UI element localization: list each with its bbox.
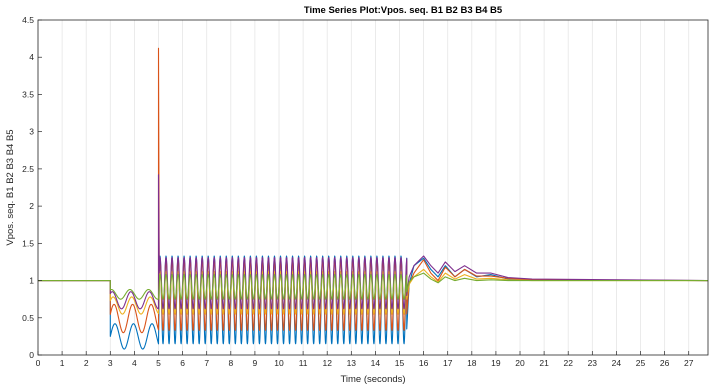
- x-tick-label: 27: [684, 358, 694, 368]
- y-tick-label: 4: [29, 52, 34, 62]
- x-tick-label: 19: [491, 358, 501, 368]
- x-tick-label: 6: [180, 358, 185, 368]
- x-tick-label: 0: [36, 358, 41, 368]
- x-tick-label: 14: [371, 358, 381, 368]
- x-tick-label: 10: [274, 358, 284, 368]
- x-tick-label: 26: [660, 358, 670, 368]
- x-tick-label: 13: [347, 358, 357, 368]
- x-tick-label: 24: [612, 358, 622, 368]
- y-tick-label: 0.5: [22, 313, 34, 323]
- chart-title: Time Series Plot:Vpos. seq. B1 B2 B3 B4 …: [304, 5, 503, 16]
- x-tick-label: 8: [228, 358, 233, 368]
- x-tick-label: 15: [395, 358, 405, 368]
- y-axis-ticks: 0 0.5 1 1.5 2 2.5 3 3.5 4 4.5: [22, 15, 42, 360]
- x-tick-label: 2: [84, 358, 89, 368]
- series-line: [38, 272, 708, 300]
- y-tick-label: 3: [29, 127, 34, 137]
- x-tick-label: 3: [108, 358, 113, 368]
- plot-frame: [37, 19, 709, 356]
- x-tick-label: 11: [299, 358, 308, 368]
- x-tick-label: 20: [515, 358, 525, 368]
- x-tick-label: 25: [636, 358, 646, 368]
- x-tick-label: 17: [443, 358, 453, 368]
- y-tick-label: 2.5: [22, 164, 34, 174]
- x-tick-label: 16: [419, 358, 429, 368]
- y-tick-label: 2: [29, 201, 34, 211]
- y-tick-label: 3.5: [22, 89, 34, 99]
- x-tick-label: 18: [467, 358, 477, 368]
- series-line: [38, 174, 709, 310]
- x-tick-label: 12: [322, 358, 332, 368]
- x-axis-ticks: 0 1 2 3 4 5 6 7 8 9 10 11 12 13 14 15 16 17 18 19 20 21 22 23 24…: [36, 351, 694, 368]
- x-tick-label: 22: [563, 358, 573, 368]
- x-tick-label: 23: [588, 358, 598, 368]
- y-tick-label: 4.5: [22, 15, 34, 25]
- x-tick-label: 21: [539, 358, 549, 368]
- x-tick-label: 9: [253, 358, 258, 368]
- y-tick-label: 1.5: [22, 238, 34, 248]
- y-tick-label: 0: [29, 350, 34, 360]
- series-group: [38, 47, 709, 350]
- x-tick-label: 1: [60, 358, 65, 368]
- x-tick-label: 5: [156, 358, 161, 368]
- y-axis-label: Vpos. seq. B1 B2 B3 B4 B5: [5, 129, 16, 245]
- x-tick-label: 4: [132, 358, 137, 368]
- x-axis-label: Time (seconds): [340, 374, 405, 385]
- x-tick-label: 7: [204, 358, 209, 368]
- y-tick-label: 1: [29, 276, 34, 286]
